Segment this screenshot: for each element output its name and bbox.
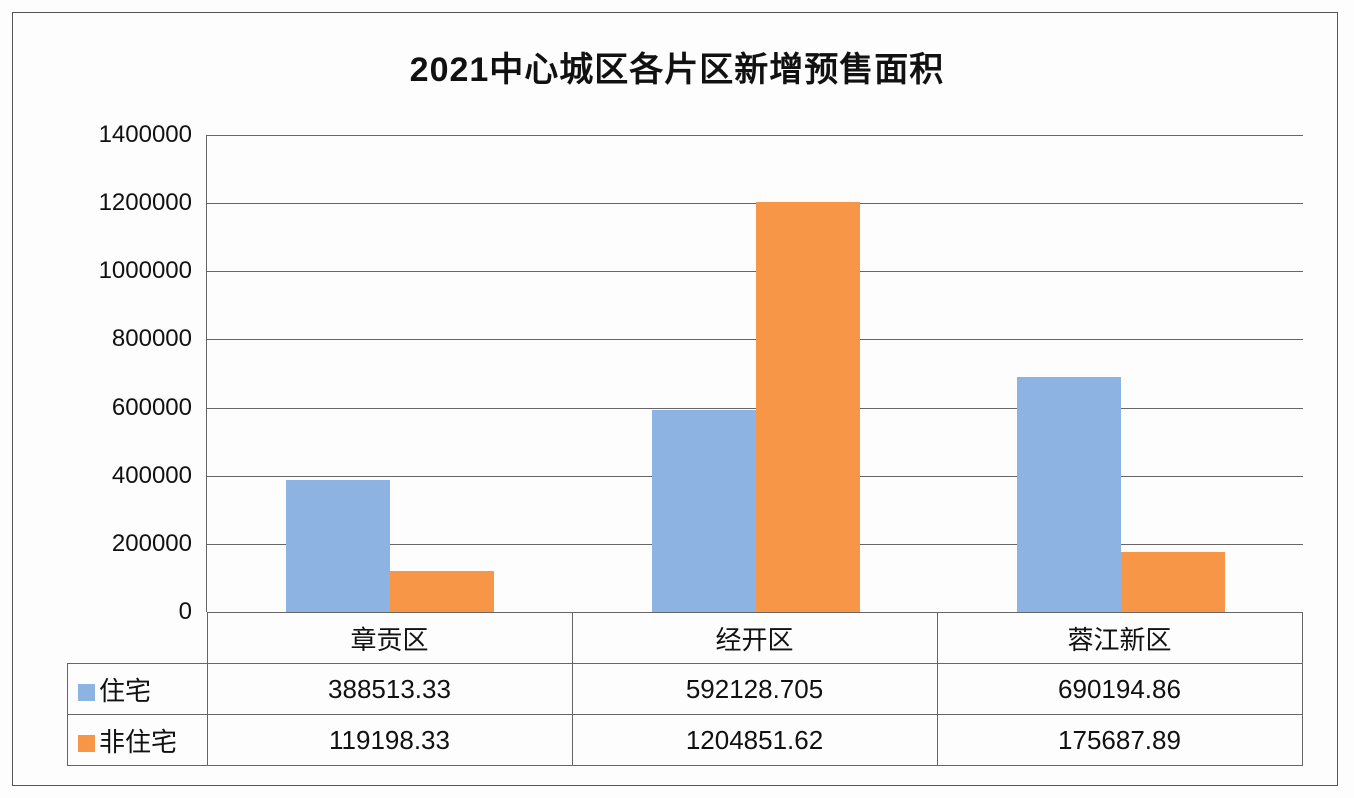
y-tick-label: 400000 bbox=[111, 461, 192, 489]
gridline bbox=[207, 407, 1303, 409]
value-cell: 592128.705 bbox=[571, 663, 938, 715]
category-row: 章贡区 经开区 蓉江新区 bbox=[67, 612, 1303, 664]
bar-nonresidential bbox=[755, 201, 860, 612]
bar-nonresidential bbox=[389, 571, 494, 612]
y-tick-label: 1200000 bbox=[98, 189, 192, 217]
category-cell: 经开区 bbox=[571, 612, 938, 664]
series-row-residential: 住宅 388513.33 592128.705 690194.86 bbox=[67, 663, 1303, 715]
series-row-nonresidential: 非住宅 119198.33 1204851.62 175687.89 bbox=[67, 714, 1303, 766]
y-tick-label: 800000 bbox=[111, 325, 192, 353]
value-cell: 1204851.62 bbox=[571, 714, 938, 766]
legend-cell: 住宅 bbox=[67, 663, 208, 715]
data-table: 章贡区 经开区 蓉江新区 住宅 388513.33 592128.705 690… bbox=[67, 612, 1303, 766]
legend-label: 非住宅 bbox=[99, 726, 178, 757]
gridline bbox=[207, 271, 1303, 273]
bar-nonresidential bbox=[1121, 552, 1226, 612]
gridline bbox=[207, 339, 1303, 341]
gridline bbox=[207, 135, 1303, 136]
legend-swatch-icon bbox=[78, 683, 95, 701]
bar-residential bbox=[651, 410, 756, 612]
y-tick-label: 1000000 bbox=[98, 257, 192, 285]
empty-corner-cell bbox=[67, 612, 208, 664]
legend-cell: 非住宅 bbox=[67, 714, 208, 766]
plot-area bbox=[206, 135, 1303, 613]
value-cell: 388513.33 bbox=[206, 663, 573, 715]
y-tick-label: 600000 bbox=[111, 393, 192, 421]
value-cell: 175687.89 bbox=[936, 714, 1303, 766]
bar-residential bbox=[1017, 376, 1122, 612]
gridline bbox=[207, 203, 1303, 205]
y-tick-label: 1400000 bbox=[98, 121, 192, 148]
y-tick-label: 200000 bbox=[111, 529, 192, 557]
legend-label: 住宅 bbox=[99, 675, 152, 706]
value-cell: 690194.86 bbox=[936, 663, 1303, 715]
legend-swatch-icon bbox=[78, 734, 95, 752]
bar-residential bbox=[285, 479, 390, 612]
value-cell: 119198.33 bbox=[206, 714, 573, 766]
category-cell: 蓉江新区 bbox=[936, 612, 1303, 664]
category-cell: 章贡区 bbox=[206, 612, 573, 664]
chart-title: 2021中心城区各片区新增预售面积 bbox=[409, 51, 945, 89]
